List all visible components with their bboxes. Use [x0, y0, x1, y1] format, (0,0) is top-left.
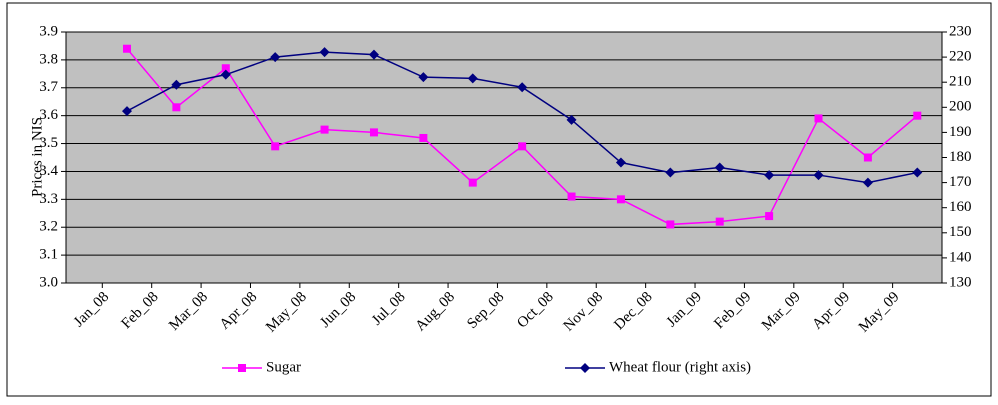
point [714, 162, 725, 173]
y-tick-label: 3.7 [39, 79, 58, 95]
y2-tick-label: 130 [949, 274, 972, 290]
point [121, 106, 132, 117]
y2-tick-label: 230 [949, 23, 972, 39]
point [862, 177, 873, 188]
point [863, 153, 872, 162]
y-tick-label: 3.5 [39, 135, 58, 151]
point [271, 142, 280, 151]
point [368, 49, 379, 60]
point [616, 195, 625, 204]
point [220, 69, 231, 80]
point [813, 170, 824, 181]
point [567, 192, 576, 201]
point [715, 217, 724, 226]
point [615, 157, 626, 168]
y2-tick-label: 180 [949, 149, 972, 165]
point [814, 114, 823, 123]
point [468, 178, 477, 187]
y-tick-label: 3.8 [39, 51, 58, 67]
point [912, 167, 923, 178]
point [765, 212, 774, 221]
point [517, 82, 528, 93]
y2-tick-label: 170 [949, 174, 972, 190]
y2-tick-label: 150 [949, 224, 972, 240]
point [418, 72, 429, 83]
y2-tick-label: 200 [949, 99, 972, 115]
y-tick-label: 3.2 [39, 219, 58, 235]
legend-label: Sugar [266, 359, 301, 375]
point [419, 133, 428, 142]
y2-tick-label: 160 [949, 199, 972, 215]
point [666, 220, 675, 229]
point [270, 52, 281, 63]
point [221, 64, 230, 73]
y2-tick-label: 140 [949, 249, 972, 265]
y-tick-label: 3.4 [39, 163, 58, 179]
point [764, 170, 775, 181]
point [319, 47, 330, 58]
point [320, 125, 329, 134]
legend-marker [238, 364, 246, 372]
y-tick-label: 3.1 [39, 247, 58, 263]
y2-tick-label: 220 [949, 49, 972, 65]
point [172, 103, 181, 112]
point [518, 142, 527, 151]
y2-tick-label: 210 [949, 74, 972, 90]
point [913, 111, 922, 120]
y-axis-title: Prices in NIS [29, 117, 45, 197]
point [369, 128, 378, 137]
plot-area [65, 31, 943, 284]
y-tick-label: 3.0 [39, 274, 58, 290]
y2-tick-label: 190 [949, 124, 972, 140]
y-tick-label: 3.3 [39, 191, 58, 207]
y-tick-label: 3.6 [39, 107, 58, 123]
y-tick-label: 3.9 [39, 23, 58, 39]
legend-label: Wheat flour (right axis) [609, 359, 751, 375]
point [467, 73, 478, 84]
legend-marker [580, 363, 590, 373]
point [122, 44, 131, 53]
point [665, 167, 676, 178]
point [566, 114, 577, 125]
point [171, 79, 182, 90]
